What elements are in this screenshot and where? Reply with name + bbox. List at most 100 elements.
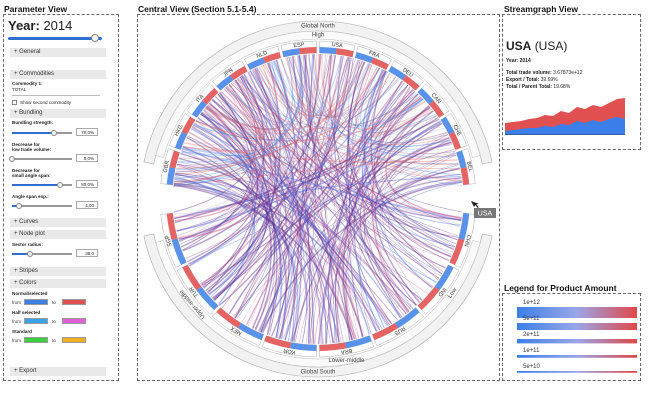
usa-hover-tag xyxy=(474,208,496,218)
segment-tur-import xyxy=(182,264,202,291)
trade-curve xyxy=(376,87,461,228)
decrease-small-knob[interactable] xyxy=(57,182,63,188)
trade-curve xyxy=(219,57,351,306)
trade-curve xyxy=(347,67,414,309)
normal-to-color[interactable] xyxy=(62,299,86,305)
bundling-strength-knob[interactable] xyxy=(51,130,57,136)
trade-curve xyxy=(348,61,450,262)
section-node-plot[interactable]: + Node plot xyxy=(10,230,106,239)
trade-curve xyxy=(233,59,359,318)
year-slider-knob[interactable] xyxy=(91,34,100,42)
trade-curve xyxy=(182,108,257,153)
sector-radius-knob[interactable] xyxy=(27,251,33,257)
trade-curve xyxy=(174,174,327,344)
section-curves[interactable]: + Curves xyxy=(10,218,106,227)
trade-curve xyxy=(379,167,460,287)
trade-curve xyxy=(180,75,278,245)
half-to-label: to xyxy=(52,319,56,324)
streamgraph-chart[interactable] xyxy=(505,95,627,135)
angle-span-input[interactable]: 4,00 xyxy=(76,201,98,209)
segment-esp-import xyxy=(299,47,317,55)
segment-can-import xyxy=(429,100,445,118)
trade-curve xyxy=(361,72,401,319)
trade-curve xyxy=(370,70,452,258)
trade-curve xyxy=(292,56,455,249)
angle-span-knob[interactable] xyxy=(16,203,23,209)
trade-curve xyxy=(337,93,419,343)
bundling-strength-slider[interactable] xyxy=(12,132,72,134)
trade-curve xyxy=(234,73,280,124)
standard-from-color[interactable] xyxy=(24,337,48,343)
section-commodities[interactable]: + Commodities xyxy=(10,70,106,79)
trade-curve xyxy=(205,55,302,130)
trade-curve xyxy=(374,141,452,303)
trade-curve xyxy=(175,60,363,173)
bundling-strength-input[interactable]: 70,0% xyxy=(76,128,98,136)
trade-curve xyxy=(380,152,456,253)
trade-curve xyxy=(173,79,257,213)
trade-curve xyxy=(314,54,432,130)
label-rus: RUS xyxy=(393,325,406,336)
trade-curve xyxy=(256,67,294,333)
trade-curve xyxy=(175,173,299,342)
legend-label: 1e+12 xyxy=(523,300,541,306)
label-chn: CHN xyxy=(462,234,471,247)
year-label: Year: xyxy=(8,18,40,33)
decrease-small-input[interactable]: 80,0% xyxy=(76,180,98,188)
half-to-color[interactable] xyxy=(62,318,86,324)
label-kor: KOR xyxy=(283,347,296,355)
decrease-small-slider[interactable] xyxy=(12,184,72,186)
segment-nld-export xyxy=(247,57,266,70)
half-from-color[interactable] xyxy=(24,318,48,324)
trade-curve xyxy=(205,60,288,131)
decrease-low-knob[interactable] xyxy=(9,156,15,162)
central-view-title: Central View (Section 5.1-5.4) xyxy=(138,4,257,14)
angle-span-slider[interactable] xyxy=(12,205,72,207)
stream-country-code: USA xyxy=(506,39,532,53)
section-colors[interactable]: + Colors xyxy=(10,279,106,288)
sector-radius-input[interactable]: 38,0 xyxy=(76,249,98,257)
legend-band xyxy=(517,307,637,318)
trade-curve xyxy=(241,75,458,238)
trade-curve xyxy=(363,142,452,311)
section-stripes[interactable]: + Stripes xyxy=(10,267,106,276)
trade-curve xyxy=(182,146,287,340)
trade-curve xyxy=(363,68,433,289)
trade-curve xyxy=(200,113,271,295)
trade-curve xyxy=(352,66,452,257)
trade-curve xyxy=(201,112,398,321)
segment-ita-export xyxy=(191,100,207,118)
label-usa: USA xyxy=(331,42,343,49)
trade-curve xyxy=(334,120,441,343)
trade-curve xyxy=(189,76,397,267)
show-second-checkbox[interactable] xyxy=(12,100,17,105)
trade-curve xyxy=(176,61,366,169)
segment-chn-export xyxy=(458,213,470,240)
trade-curve xyxy=(312,54,449,143)
trade-curve xyxy=(190,127,371,335)
label-gbr: GBR xyxy=(163,160,171,173)
streamgraph-view-panel: USA (USA) Year: 2014 Total trade volume:… xyxy=(502,14,641,150)
trade-curve xyxy=(232,81,459,165)
trade-curve xyxy=(173,57,294,185)
trade-curve xyxy=(360,67,453,150)
trade-curve xyxy=(195,104,261,143)
decrease-low-slider[interactable] xyxy=(12,158,72,160)
trade-curve xyxy=(223,88,462,221)
decrease-low-input[interactable]: 0,0% xyxy=(76,154,98,162)
section-general[interactable]: + General xyxy=(10,48,106,57)
trade-curve xyxy=(188,55,303,265)
trade-curve xyxy=(173,183,296,341)
normal-from-color[interactable] xyxy=(24,299,48,305)
standard-to-color[interactable] xyxy=(62,337,86,343)
trade-curve xyxy=(289,56,389,118)
legend-band xyxy=(517,355,637,358)
section-export[interactable]: + Export xyxy=(10,367,106,376)
sector-radius-slider[interactable] xyxy=(12,253,72,255)
segment-che-export xyxy=(440,116,455,135)
year-slider[interactable] xyxy=(8,37,102,40)
label-mex: MEX xyxy=(229,324,243,336)
sector-radius-label: Sector radius: xyxy=(12,242,43,247)
section-bundling[interactable]: + Bundling xyxy=(10,109,106,118)
